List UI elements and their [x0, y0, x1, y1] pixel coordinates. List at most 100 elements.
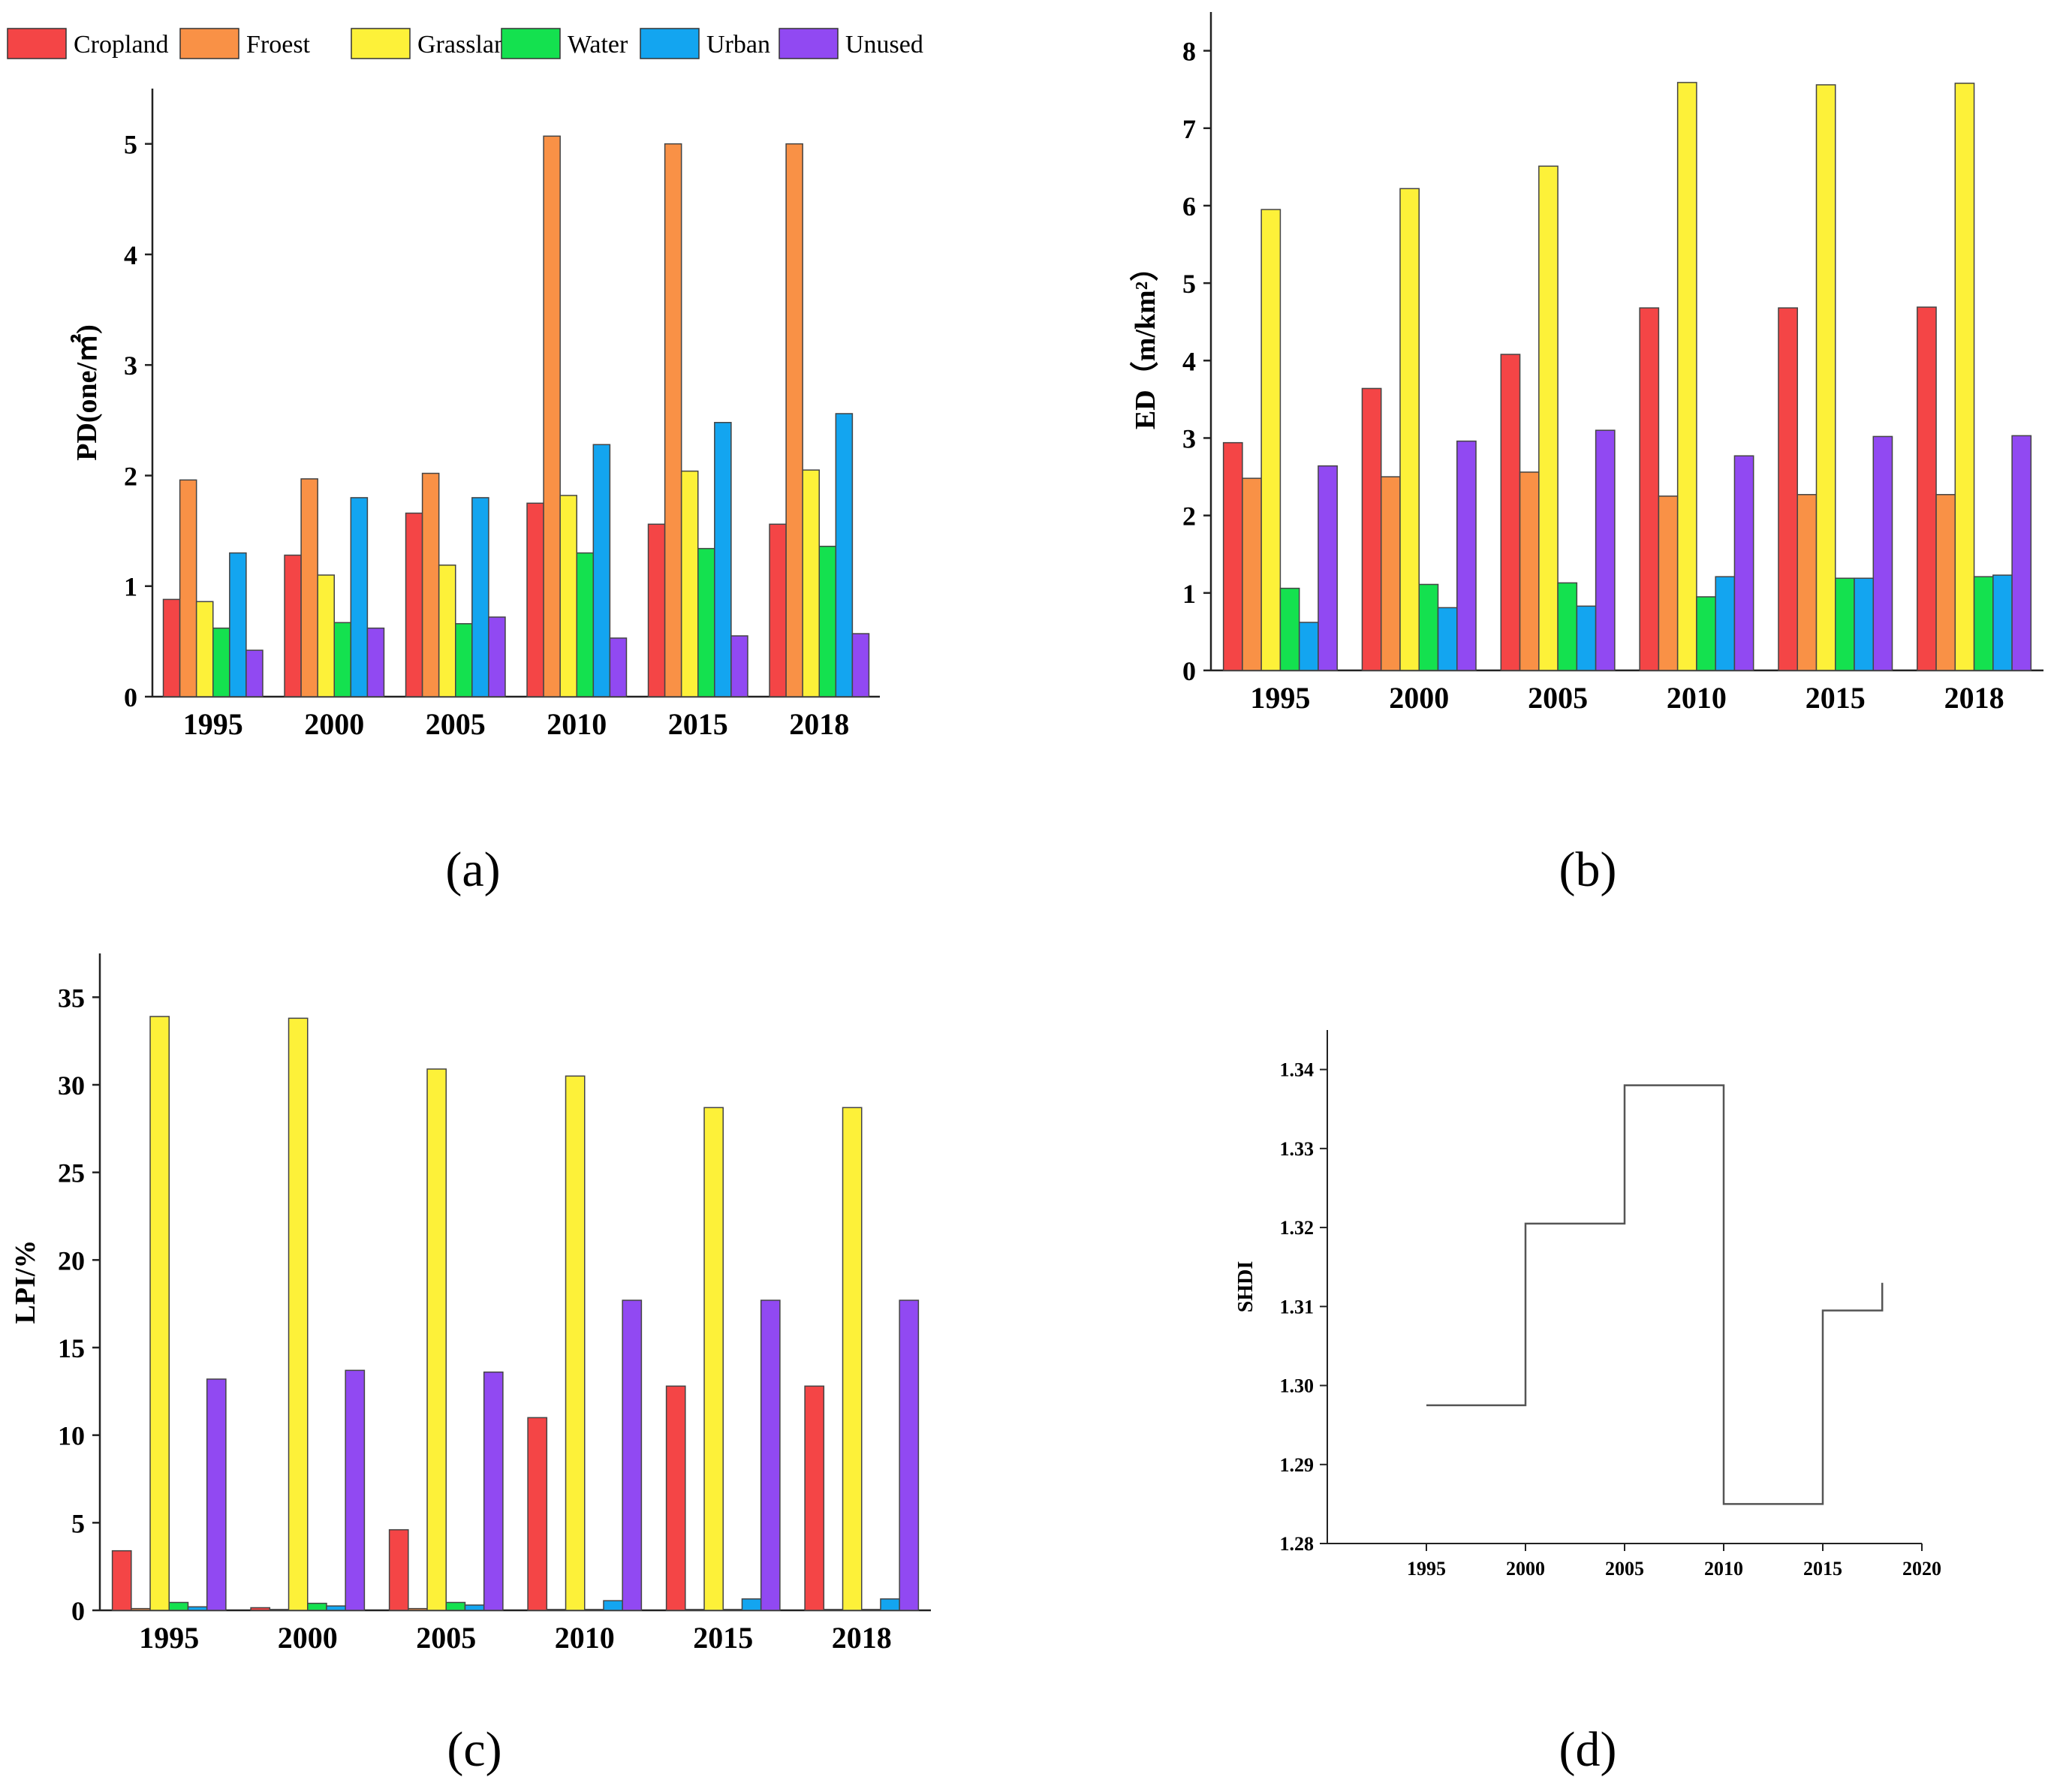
x-tick-label: 2005: [426, 707, 486, 741]
bar-unused-2015: [760, 1300, 781, 1611]
x-tick-label: 2000: [1389, 681, 1449, 715]
y-tick-label: 3: [124, 351, 137, 381]
bar-grassland-1995: [149, 1016, 170, 1611]
bar-unused-2000: [345, 1369, 366, 1611]
bar-urban-2000: [1437, 607, 1458, 671]
chart-b-ed: 0 1 2 3 4 5 6 7 8 ED（m/km²） 1995 2000 2005 2010 2015 20…: [1130, 12, 2043, 715]
x-tick-label: 1995: [183, 707, 243, 741]
bar-urban-2010: [1715, 576, 1736, 671]
y-tick-label: 6: [1182, 191, 1196, 221]
y-tick-label: 1.28: [1280, 1533, 1315, 1555]
bar-cropland-2000: [250, 1607, 271, 1611]
bar-grassland-2010: [559, 495, 578, 697]
legend-item-cropland: Cropland: [7, 28, 169, 59]
bar-froest-1995: [131, 1607, 151, 1611]
bar-water-2010: [576, 552, 595, 697]
bar-cropland-2018: [1917, 306, 1937, 671]
bar-grassland-2010: [565, 1075, 586, 1611]
legend-label: Froest: [246, 31, 311, 59]
bar-cropland-2015: [1778, 307, 1798, 671]
bar-urban-2015: [1854, 577, 1875, 671]
bar-cropland-1995: [1222, 441, 1243, 671]
y-axis-label: LPI/%: [10, 1240, 41, 1324]
bar-unused-2005: [488, 616, 506, 697]
bar-urban-2005: [464, 1604, 485, 1611]
bar-grassland-2000: [288, 1017, 309, 1611]
bar-cropland-2015: [647, 523, 666, 697]
bar-unused-1995: [1318, 465, 1338, 671]
bar-cropland-2000: [1361, 387, 1382, 671]
bar-grassland-2018: [1954, 83, 1975, 671]
x-tick-label: 2005: [416, 1621, 476, 1655]
bar-water-2000: [307, 1602, 327, 1611]
bar-cropland-2010: [526, 502, 544, 697]
x-tick-label: 2015: [1806, 681, 1866, 715]
bar-urban-2000: [350, 497, 369, 697]
x-tick-label: 2005: [1605, 1558, 1644, 1580]
x-tick-label: 2018: [1944, 681, 2004, 715]
y-tick-label: 3: [1182, 423, 1196, 453]
y-tick-label: 5: [124, 130, 137, 160]
y-tick-label: 1.33: [1280, 1138, 1315, 1160]
legend-item-froest: Froest: [179, 28, 311, 59]
bar-water-2015: [1835, 577, 1855, 671]
y-tick-label: 5: [1182, 269, 1196, 299]
x-tick-label: 2000: [304, 707, 364, 741]
bar-water-2010: [1696, 596, 1716, 671]
y-tick-label: 1: [124, 572, 137, 602]
bar-froest-2005: [408, 1607, 428, 1611]
x-tick-label: 1995: [1407, 1558, 1446, 1580]
bar-water-2000: [1418, 583, 1439, 671]
x-tick-label: 1995: [139, 1621, 199, 1655]
bar-urban-2018: [880, 1598, 900, 1611]
bar-froest-2000: [1380, 476, 1401, 671]
y-tick-label: 7: [1182, 114, 1196, 144]
y-tick-label: 35: [58, 983, 85, 1013]
panel-label-d: (d): [1559, 1722, 1617, 1777]
bar-froest-2000: [300, 478, 318, 697]
bar-froest-1995: [1242, 477, 1262, 671]
y-tick-label: 0: [124, 682, 137, 712]
legend-label: Urban: [706, 31, 770, 59]
bar-cropland-2010: [527, 1417, 548, 1611]
bar-urban-2010: [603, 1600, 623, 1611]
bar-grassland-2015: [1815, 84, 1836, 671]
x-tick-label: 2000: [1506, 1558, 1545, 1580]
bar-froest-2005: [421, 472, 440, 697]
y-axis-label: ED（m/km²）: [1130, 253, 1161, 429]
bar-unused-1995: [206, 1378, 227, 1611]
bar-froest-2015: [1796, 494, 1818, 671]
bar-urban-2018: [835, 413, 854, 697]
x-tick-label: 2010: [1667, 681, 1727, 715]
legend-item-unused: Unused: [779, 28, 923, 59]
legend-swatch: [351, 28, 411, 59]
y-tick-label: 1.31: [1280, 1296, 1315, 1318]
chart-a-pd: 0 1 2 3 4 5 PD(one/㎡) 1995 2000 2005 2010 2015 2018: [71, 89, 880, 741]
bar-froest-2015: [664, 143, 682, 697]
bar-unused-2010: [1733, 455, 1754, 671]
x-tick-label: 2015: [693, 1621, 753, 1655]
bar-grassland-2000: [1399, 188, 1420, 671]
panel-label-b: (b): [1559, 842, 1617, 897]
bar-urban-2015: [741, 1598, 762, 1611]
x-tick-label: 2000: [278, 1621, 338, 1655]
bar-unused-2018: [851, 633, 870, 697]
legend-swatch: [640, 28, 700, 59]
bar-water-2000: [333, 622, 352, 697]
bar-cropland-2010: [1639, 307, 1660, 671]
bar-cropland-2000: [284, 554, 302, 697]
y-axis-label: SHDI: [1234, 1261, 1257, 1312]
legend-swatch: [179, 28, 239, 59]
bar-unused-2010: [622, 1300, 643, 1611]
x-tick-label: 2015: [668, 707, 728, 741]
x-tick-label: 2010: [547, 707, 607, 741]
bar-unused-2005: [483, 1371, 504, 1611]
legend-swatch: [7, 28, 67, 59]
y-tick-label: 1.32: [1280, 1217, 1315, 1239]
bar-grassland-2000: [317, 574, 336, 697]
y-tick-label: 1.34: [1280, 1059, 1315, 1081]
legend-swatch: [779, 28, 839, 59]
bar-urban-1995: [187, 1606, 208, 1611]
bar-cropland-2015: [665, 1385, 686, 1611]
panel-label-c: (c): [447, 1722, 501, 1777]
